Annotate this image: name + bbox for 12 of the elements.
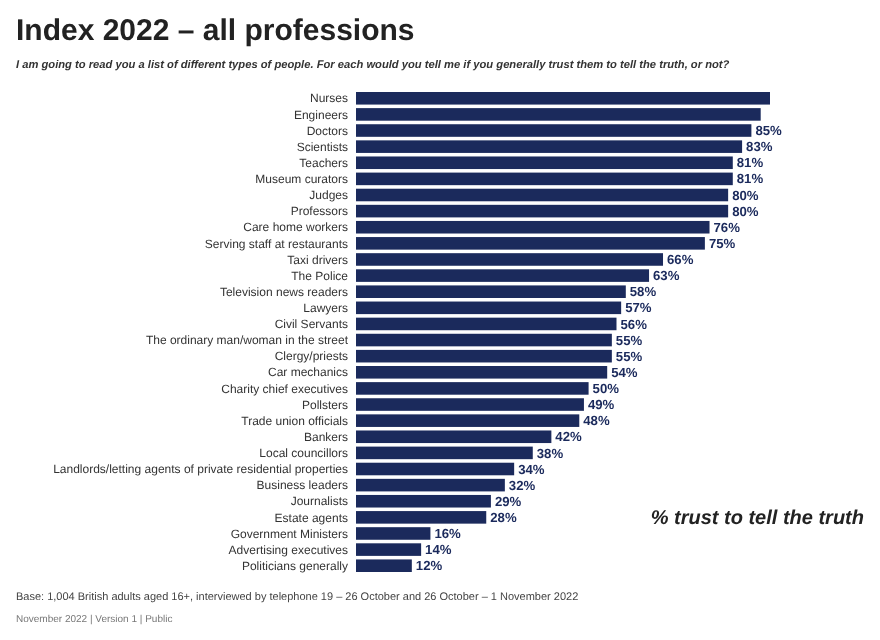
annotation: % trust to tell the truth [650, 508, 864, 530]
bar [356, 462, 515, 476]
bar [356, 204, 729, 218]
bar [356, 349, 612, 363]
bar [356, 188, 729, 202]
bar [356, 333, 612, 347]
bar [356, 317, 617, 331]
bar [356, 301, 622, 315]
bar [356, 446, 533, 460]
bar [356, 478, 505, 492]
chart-title: Index 2022 – all professions [16, 14, 415, 48]
bar [356, 172, 733, 186]
